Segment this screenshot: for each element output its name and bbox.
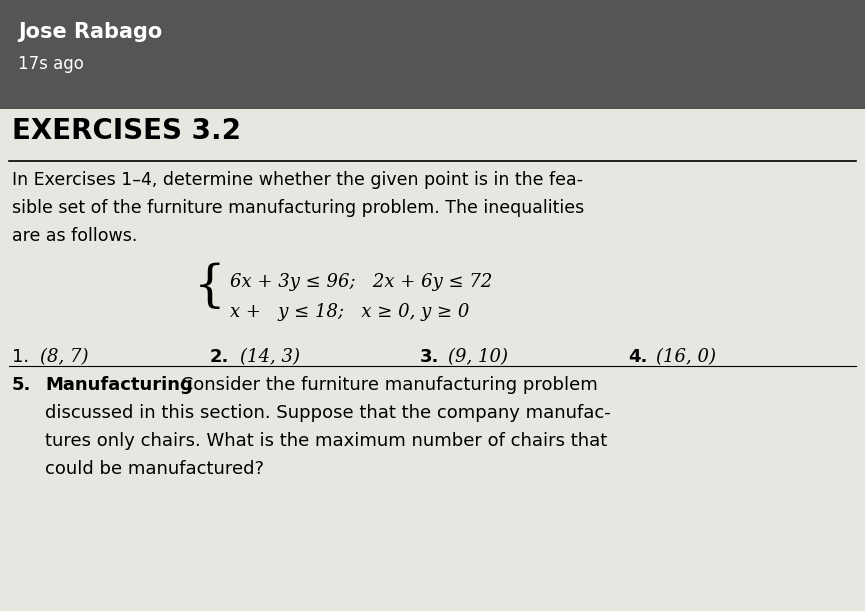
Text: (8, 7): (8, 7): [40, 348, 88, 366]
Text: 1.: 1.: [12, 348, 29, 366]
Text: 2.: 2.: [210, 348, 229, 366]
Text: discussed in this section. Suppose that the company manufac-: discussed in this section. Suppose that …: [45, 404, 611, 422]
Text: (16, 0): (16, 0): [656, 348, 716, 366]
FancyBboxPatch shape: [0, 109, 865, 611]
Text: are as follows.: are as follows.: [12, 227, 138, 245]
Text: Manufacturing: Manufacturing: [45, 376, 193, 394]
Text: (14, 3): (14, 3): [240, 348, 300, 366]
Text: Jose Rabago: Jose Rabago: [18, 22, 163, 42]
FancyBboxPatch shape: [0, 0, 865, 109]
Text: x +   y ≤ 18;   x ≥ 0, y ≥ 0: x + y ≤ 18; x ≥ 0, y ≥ 0: [230, 303, 470, 321]
Text: 4.: 4.: [628, 348, 647, 366]
Text: 3.: 3.: [420, 348, 439, 366]
Text: 17s ago: 17s ago: [18, 55, 84, 73]
Text: 6x + 3y ≤ 96;   2x + 6y ≤ 72: 6x + 3y ≤ 96; 2x + 6y ≤ 72: [230, 273, 492, 291]
Text: (9, 10): (9, 10): [448, 348, 508, 366]
Text: In Exercises 1–4, determine whether the given point is in the fea-: In Exercises 1–4, determine whether the …: [12, 171, 583, 189]
Text: 5.: 5.: [12, 376, 31, 394]
Text: Consider the furniture manufacturing problem: Consider the furniture manufacturing pro…: [175, 376, 598, 394]
Text: tures only chairs. What is the maximum number of chairs that: tures only chairs. What is the maximum n…: [45, 432, 607, 450]
Text: EXERCISES 3.2: EXERCISES 3.2: [12, 117, 241, 145]
Text: {: {: [194, 262, 226, 312]
Text: could be manufactured?: could be manufactured?: [45, 460, 264, 478]
Text: sible set of the furniture manufacturing problem. The inequalities: sible set of the furniture manufacturing…: [12, 199, 584, 217]
